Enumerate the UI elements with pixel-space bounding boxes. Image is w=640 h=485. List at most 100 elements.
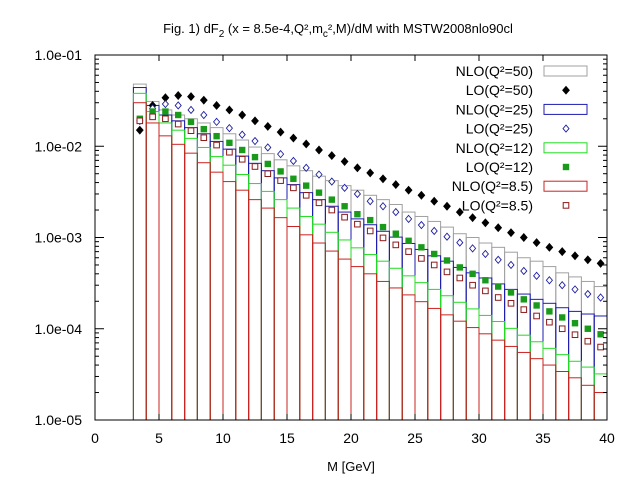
lo-data-point <box>226 148 233 156</box>
lo-data-point <box>136 117 144 125</box>
histogram-bar <box>478 277 493 421</box>
histogram-bar <box>478 242 493 421</box>
histogram-bar <box>260 207 275 421</box>
lo-data-point <box>533 271 541 281</box>
lo-data-point <box>264 170 272 178</box>
lo-data-point <box>405 237 412 245</box>
lo-data-point <box>315 189 323 196</box>
histogram-bar <box>555 371 570 421</box>
histogram-bar <box>568 360 582 421</box>
histogram-bar <box>452 320 467 421</box>
lo-data-point <box>135 125 144 135</box>
lo-data-point <box>455 207 464 217</box>
histogram-bar <box>376 230 390 421</box>
lo-data-point <box>341 203 348 210</box>
histogram-bar <box>248 146 262 421</box>
x-axis-label: M [GeV] <box>327 459 375 474</box>
lo-data-point <box>558 281 566 290</box>
histogram-bar <box>401 294 416 421</box>
lo-points-layer <box>135 91 605 351</box>
lo-data-point <box>559 314 566 321</box>
histogram-bar <box>376 260 390 421</box>
histogram-bar <box>580 280 595 421</box>
lo-data-point <box>430 196 439 206</box>
histogram-bar <box>132 92 147 421</box>
lo-data-point <box>187 105 195 115</box>
lo-data-point <box>289 156 297 166</box>
histogram-bar <box>491 339 506 421</box>
histogram-bar <box>158 135 173 421</box>
histogram-bar <box>286 165 301 421</box>
lo-data-point <box>443 257 451 264</box>
lo-data-point <box>277 168 284 175</box>
histogram-bar <box>427 307 442 421</box>
histogram-bar <box>158 114 173 421</box>
lo-data-point <box>225 123 233 133</box>
lo-data-point <box>328 206 336 214</box>
histogram-bar <box>542 266 557 421</box>
legend-label: NLO(Q²=8.5) <box>452 178 533 194</box>
histogram-bar <box>324 180 339 421</box>
y-tick-label: 1.0e-04 <box>35 321 83 337</box>
lo-data-point <box>353 189 361 199</box>
legend-swatch-box <box>543 142 588 154</box>
histogram-bar <box>516 257 531 421</box>
histogram-bar <box>209 156 224 421</box>
title-part-3: ²,M)/dM with MSTW2008nlo90cl <box>328 21 513 36</box>
lo-data-point <box>597 293 605 302</box>
chart-title: Fig. 1) dF2 (x = 8.5e-4,Q²,mc²,M)/dM wit… <box>163 21 513 40</box>
lo-data-point <box>353 163 362 173</box>
histogram-bar <box>465 308 480 421</box>
histogram-bar <box>222 133 237 421</box>
lo-data-point <box>366 168 375 178</box>
lo-data-point <box>583 255 592 265</box>
histogram-bar <box>171 114 186 421</box>
lo-data-point <box>212 100 221 110</box>
histogram-bar <box>401 242 416 421</box>
histogram-bar <box>363 224 378 421</box>
lo-data-point <box>596 258 605 268</box>
lo-data-point <box>302 192 310 199</box>
histogram-bar <box>350 218 365 421</box>
lo-data-point <box>520 296 527 303</box>
histogram-bar <box>132 102 147 421</box>
x-tick-label: 0 <box>91 430 99 446</box>
lo-data-point <box>251 136 259 146</box>
histogram-bar <box>184 118 198 421</box>
lo-data-point <box>315 145 323 155</box>
histogram-bar <box>222 164 237 421</box>
lo-data-point <box>302 163 310 173</box>
histogram-bar <box>235 174 250 421</box>
legend-label: NLO(Q²=25) <box>456 101 533 117</box>
lo-data-point <box>264 143 272 152</box>
histogram-bar <box>145 111 160 421</box>
lo-data-point <box>239 146 246 154</box>
histogram-bar <box>324 231 339 421</box>
lo-data-point <box>302 139 311 149</box>
histogram-bar <box>299 170 314 421</box>
histogram-bar <box>158 122 173 421</box>
lo-data-point <box>276 127 285 137</box>
y-tick-label: 1.0e-05 <box>35 412 83 428</box>
histogram-bar <box>235 139 250 421</box>
histogram-bar <box>171 120 186 421</box>
lo-data-point <box>213 132 220 140</box>
histogram-bar <box>260 190 275 421</box>
histogram-bar <box>440 314 454 421</box>
lo-data-point <box>289 133 298 143</box>
lo-data-point <box>354 220 361 228</box>
lo-data-point <box>443 232 451 241</box>
histogram-bar <box>529 341 544 421</box>
lo-data-point <box>263 121 272 131</box>
lo-data-point <box>431 250 438 258</box>
lo-data-point <box>482 287 489 295</box>
x-tick-label: 15 <box>279 430 295 446</box>
lo-data-point <box>519 233 528 242</box>
histogram-bar <box>542 364 557 421</box>
lo-data-point <box>571 331 579 339</box>
histogram-bar <box>529 358 544 421</box>
lo-data-point <box>315 170 323 179</box>
histogram-bar <box>324 205 339 421</box>
histogram-bar <box>504 251 518 421</box>
